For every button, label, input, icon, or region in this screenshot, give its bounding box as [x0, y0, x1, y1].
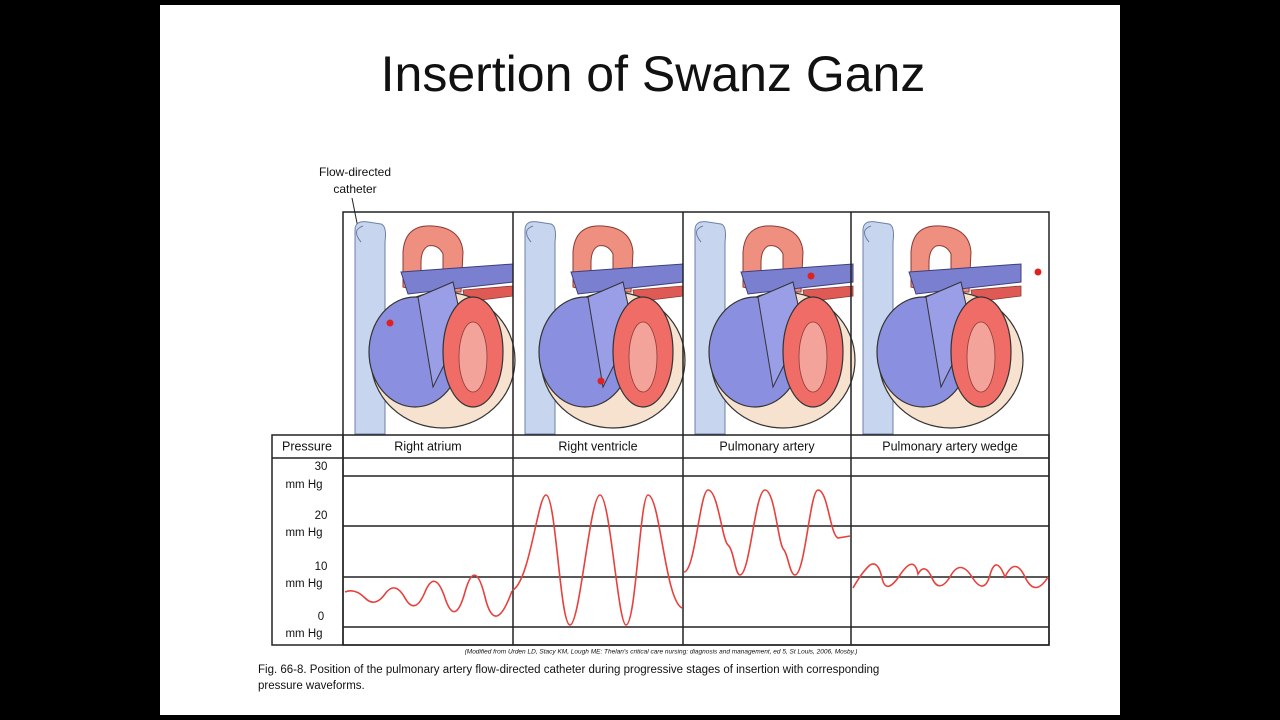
waveform-right-atrium: [344, 574, 513, 617]
row-header: Pressure: [282, 439, 332, 453]
catheter-tip: [1034, 268, 1042, 276]
pressure-value: 20: [315, 510, 328, 522]
pressure-value: 0: [318, 611, 324, 623]
catheter-tip: [597, 377, 605, 385]
heart-illustrations: [354, 221, 1042, 435]
caption: Fig. 66-8. Position of the pulmonary art…: [258, 664, 879, 676]
column-header: Pulmonary artery: [719, 439, 815, 453]
pressure-unit: mm Hg: [285, 628, 322, 640]
slide-title: Insertion of Swanz Ganz: [381, 46, 926, 102]
pressure-unit: mm Hg: [285, 578, 322, 590]
waveform-right-ventricle: [512, 494, 683, 626]
waveform-pulmonary-artery: [683, 489, 851, 576]
callout: Flow-directed: [319, 165, 391, 179]
pressure-value: 30: [315, 461, 328, 473]
callout: catheter: [333, 182, 376, 196]
pressure-unit: mm Hg: [285, 527, 322, 539]
column-header: Right ventricle: [558, 439, 637, 453]
pressure-unit: mm Hg: [285, 479, 322, 491]
pressure-value: 10: [315, 561, 328, 573]
caption: pressure waveforms.: [258, 680, 365, 692]
figure-grid: [271, 211, 1050, 646]
waveform-wedge: [852, 563, 1049, 589]
callout-line: [351, 197, 359, 229]
catheter-tip: [807, 272, 815, 280]
catheter-tip: [386, 319, 394, 327]
column-header: Right atrium: [394, 439, 461, 453]
credit: (Modified from Urden LD, Stacy KM, Lough…: [465, 649, 858, 656]
column-header: Pulmonary artery wedge: [882, 439, 1018, 453]
